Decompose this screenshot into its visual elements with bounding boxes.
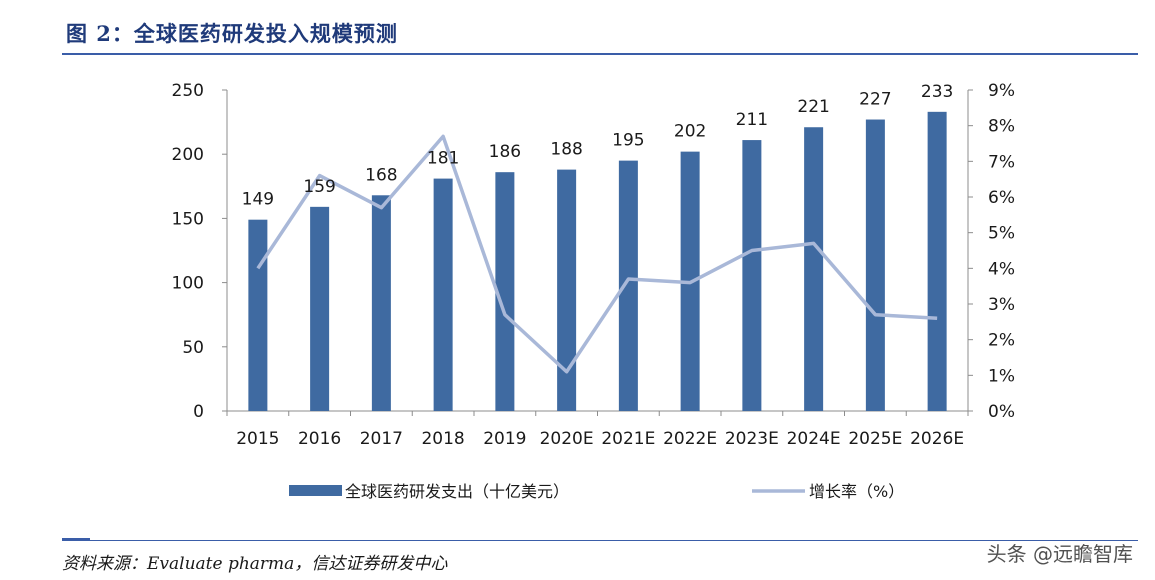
bar-2016 <box>310 206 330 411</box>
bar-2026E <box>927 111 947 411</box>
line-series <box>256 134 938 374</box>
right-tick-label: 5% <box>988 224 1015 244</box>
bar-2024E <box>804 127 824 412</box>
right-tick-label: 0% <box>988 402 1015 422</box>
bar-series <box>248 111 947 412</box>
x-tick-label: 2022E <box>663 429 717 449</box>
legend-bar-label: 全球医药研发支出（十亿美元） <box>345 482 569 501</box>
right-tick-label: 6% <box>988 188 1015 208</box>
left-tick-label: 50 <box>182 338 204 358</box>
x-tick-label: 2023E <box>725 429 779 449</box>
bar-2017 <box>371 195 391 411</box>
right-tick-label: 7% <box>988 152 1015 172</box>
x-tick-label: 2026E <box>910 429 964 449</box>
left-tick-label: 200 <box>172 145 204 165</box>
x-tick-label: 2016 <box>298 429 341 449</box>
source-note: 资料来源：Evaluate pharma，信达证券研发中心 <box>62 554 448 574</box>
bar-value-label: 211 <box>736 110 768 130</box>
watermark: 头条 @远瞻智库 <box>986 542 1133 566</box>
x-tick-label: 2019 <box>483 429 526 449</box>
bar-value-label: 168 <box>365 165 397 185</box>
bar-2015 <box>248 219 268 411</box>
chart-axes <box>222 89 973 416</box>
bar-value-label: 159 <box>303 177 335 197</box>
left-tick-label: 250 <box>172 81 204 101</box>
legend: 全球医药研发支出（十亿美元） 增长率（%） <box>289 482 904 501</box>
x-tick-label: 2015 <box>236 429 279 449</box>
right-tick-label: 4% <box>988 259 1015 279</box>
bar-value-label: 202 <box>674 122 706 142</box>
right-tick-label: 8% <box>988 117 1015 137</box>
bar-value-label: 188 <box>550 140 582 160</box>
right-tick-label: 1% <box>988 366 1015 386</box>
bar-value-label: 195 <box>612 131 644 151</box>
bar-2018 <box>433 178 453 411</box>
bar-value-label: 181 <box>427 149 459 169</box>
right-tick-label: 9% <box>988 81 1015 101</box>
bar-value-label: 149 <box>242 190 274 210</box>
x-tick-label: 2020E <box>540 429 594 449</box>
bar-value-label: 233 <box>921 82 953 102</box>
growth-rate-line <box>256 134 938 374</box>
left-tick-label: 100 <box>172 274 204 294</box>
bar-line-chart: 149 159 168 181 186 188 195 202 211 221 227 233 0 50… <box>172 81 1015 501</box>
bar-value-label: 186 <box>489 142 521 162</box>
bar-2021E <box>618 160 638 411</box>
left-tick-label: 0 <box>193 402 204 422</box>
legend-bar-swatch <box>289 485 342 496</box>
footer-rule-accent <box>62 538 90 541</box>
footer-rule <box>62 540 1138 541</box>
bar-value-label: 221 <box>797 97 829 117</box>
left-tick-label: 150 <box>172 209 204 229</box>
x-tick-label: 2017 <box>360 429 403 449</box>
x-tick-label: 2018 <box>421 429 464 449</box>
x-tick-label: 2025E <box>848 429 902 449</box>
legend-line-label: 增长率（%） <box>809 482 904 501</box>
bar-2025E <box>865 119 885 412</box>
bar-2019 <box>495 172 515 411</box>
tick-labels: 0 50 100 150 200 250 0% 1% 2% 3% 4% 5% 6% 7% 8% 9% 2015 2… <box>172 81 1015 449</box>
data-labels: 149 159 168 181 186 188 195 202 211 221 227 233 <box>242 82 954 210</box>
x-tick-label: 2021E <box>601 429 655 449</box>
bar-2023E <box>742 140 762 412</box>
right-tick-label: 3% <box>988 295 1015 315</box>
right-tick-label: 2% <box>988 331 1015 351</box>
x-tick-label: 2024E <box>787 429 841 449</box>
bar-2020E <box>557 169 577 411</box>
figure-title: 图 2：全球医药研发投入规模预测 <box>66 21 398 46</box>
title-rule <box>62 53 1138 55</box>
bar-value-label: 227 <box>859 90 891 110</box>
